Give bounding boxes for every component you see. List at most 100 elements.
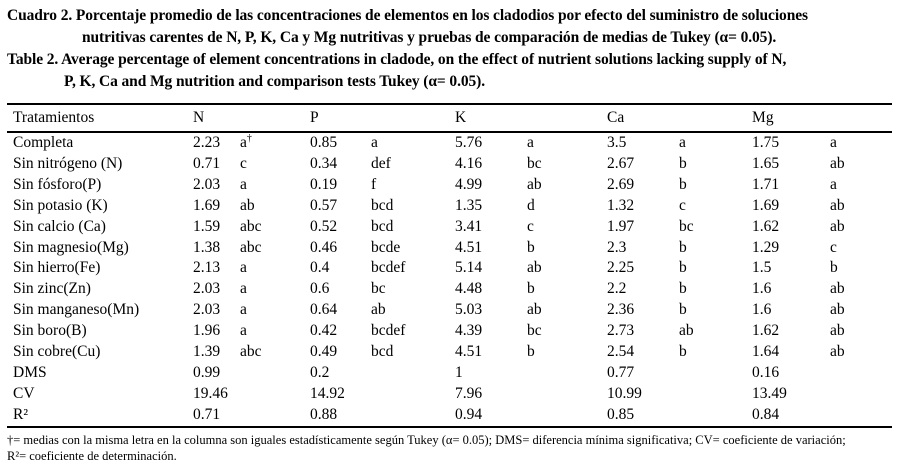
- table-body: Completa 2.23 a† 0.85 a 5.76 a 3.5 a 1.75 a Sin nit…: [7, 132, 893, 428]
- tukey-letter-cell: b: [679, 154, 687, 172]
- value-cell: 1: [455, 363, 463, 381]
- value-cell: 1.38: [193, 238, 221, 256]
- value-cell: 3.41: [455, 217, 483, 235]
- tukey-letter-cell: [527, 404, 608, 428]
- tukey-letter-cell: a†: [240, 132, 252, 151]
- tukey-letter-cell: ab: [679, 322, 694, 340]
- tukey-letter-cell: [830, 384, 892, 405]
- value-cell: 0.64: [310, 301, 338, 319]
- value-cell: 5.14: [455, 259, 483, 277]
- tukey-letter-cell: [240, 384, 310, 405]
- tukey-letter-cell: b: [679, 280, 687, 298]
- value-cell: 1.5: [752, 259, 772, 277]
- tukey-letter-cell: d: [527, 196, 535, 214]
- table-row: Sin manganeso(Mn) 2.03 a 0.64 ab 5.03 ab 2.36 b 1…: [7, 300, 892, 321]
- value-cell: 19.46: [193, 384, 228, 402]
- tukey-letter-cell: a: [830, 134, 837, 151]
- treatment-cell: Sin boro(B): [13, 322, 87, 340]
- tukey-letter-cell: bc: [371, 280, 386, 298]
- tukey-letter-cell: a: [679, 134, 686, 151]
- tukey-letter-cell: ab: [527, 301, 542, 319]
- value-cell: 10.99: [607, 384, 642, 402]
- value-cell: 4.51: [455, 238, 483, 256]
- value-cell: 1.29: [752, 238, 780, 256]
- col-header-n: N: [193, 103, 311, 133]
- col-header-p: P: [310, 103, 456, 133]
- value-cell: 0.94: [455, 404, 528, 428]
- value-cell: 1.75: [752, 134, 780, 151]
- value-cell: 2.54: [607, 343, 635, 361]
- treatment-cell: DMS: [13, 363, 47, 381]
- tukey-letter-cell: b: [679, 238, 687, 256]
- footnote-line-1: †= medias con la misma letra en la colum…: [7, 432, 846, 447]
- value-cell: 1.6: [752, 301, 772, 319]
- value-cell: 2.36: [607, 301, 635, 319]
- tukey-letter-cell: ab: [527, 259, 542, 277]
- value-cell: 4.39: [455, 322, 483, 340]
- tukey-letter-cell: bc: [527, 322, 542, 340]
- tukey-letter-cell: ab: [371, 301, 386, 319]
- table-row: CV 19.46 14.92 7.96 10.99 13.49: [7, 384, 892, 405]
- tukey-letter-cell: [527, 384, 607, 405]
- value-cell: 0.71: [193, 154, 221, 172]
- tukey-letter-cell: a: [240, 175, 247, 193]
- tukey-letter-cell: ab: [240, 196, 255, 214]
- value-cell: 14.92: [310, 384, 345, 402]
- treatment-cell: CV: [13, 384, 35, 402]
- value-cell: 4.16: [455, 154, 483, 172]
- value-cell: 1.59: [193, 217, 221, 235]
- value-cell: 5.03: [455, 301, 483, 319]
- value-cell: 2.3: [607, 238, 627, 256]
- table-row: Sin cobre(Cu) 1.39 abc 0.49 bcd 4.51 b 2.54 b 1.6…: [7, 342, 892, 363]
- col-header-k: K: [455, 103, 608, 133]
- treatment-cell: R²: [7, 404, 193, 428]
- tukey-letter-cell: bcdef: [371, 259, 406, 277]
- value-cell: 1.32: [607, 196, 635, 214]
- table-row: Sin calcio (Ca) 1.59 abc 0.52 bcd 3.41 c 1.97 bc…: [7, 217, 892, 238]
- tukey-letter-cell: a: [240, 301, 247, 319]
- tukey-letter-cell: abc: [240, 343, 262, 361]
- tukey-letter-cell: c: [240, 154, 247, 172]
- treatment-cell: Sin calcio (Ca): [13, 217, 106, 235]
- table-row: Sin hierro(Fe) 2.13 a 0.4 bcdef 5.14 ab 2.25 b 1.…: [7, 258, 892, 279]
- value-cell: 2.13: [193, 259, 221, 277]
- table-row: Sin fósforo(P) 2.03 a 0.19 f 4.99 ab 2.69 b 1.71 a: [7, 175, 892, 196]
- tukey-letter-cell: a: [527, 134, 534, 151]
- value-cell: 0.85: [310, 134, 338, 151]
- tukey-letter-cell: [240, 404, 311, 428]
- tukey-letter-cell: ab: [830, 154, 845, 172]
- treatment-cell: Sin magnesio(Mg): [13, 238, 129, 256]
- value-cell: 0.85: [607, 404, 680, 428]
- value-cell: 1.69: [193, 196, 221, 214]
- table-row: Sin boro(B) 1.96 a 0.42 bcdef 4.39 bc 2.73 ab 1.6…: [7, 321, 892, 342]
- treatment-cell: Sin potasio (K): [13, 196, 108, 214]
- value-cell: 1.64: [752, 343, 780, 361]
- tukey-letter-cell: f: [371, 175, 377, 193]
- tukey-letter-cell: b: [679, 175, 687, 193]
- tukey-letter-cell: [679, 404, 753, 428]
- value-cell: 13.49: [752, 384, 787, 402]
- value-cell: 0.42: [310, 322, 338, 340]
- tukey-letter-cell: [830, 404, 893, 428]
- tukey-letter-cell: b: [679, 301, 687, 319]
- tukey-letter-cell: [679, 363, 752, 384]
- value-cell: 0.71: [193, 404, 240, 428]
- col-header-mg: Mg: [752, 103, 893, 133]
- tukey-letter-cell: a: [830, 175, 837, 193]
- value-cell: 2.67: [607, 154, 635, 172]
- tukey-letter-cell: abc: [240, 217, 262, 235]
- dagger-superscript: †: [246, 132, 252, 144]
- tukey-letter-cell: b: [679, 259, 687, 277]
- tukey-letter-cell: ab: [830, 322, 845, 340]
- tukey-letter-cell: b: [527, 280, 535, 298]
- treatment-cell: Sin zinc(Zn): [13, 280, 91, 298]
- table-row: Sin potasio (K) 1.69 ab 0.57 bcd 1.35 d 1.32 c 1.…: [7, 196, 892, 217]
- value-cell: 2.69: [607, 175, 635, 193]
- value-cell: 0.84: [752, 404, 831, 428]
- value-cell: 0.16: [752, 363, 780, 381]
- value-cell: 2.73: [607, 322, 635, 340]
- results-table: Tratamientos N P K Ca Mg Completa 2.23 a† 0…: [7, 103, 893, 428]
- table-row: Sin zinc(Zn) 2.03 a 0.6 bc 4.48 b 2.2 b 1.6 ab: [7, 279, 892, 300]
- tukey-letter-cell: a: [240, 259, 247, 277]
- value-cell: 4.99: [455, 175, 483, 193]
